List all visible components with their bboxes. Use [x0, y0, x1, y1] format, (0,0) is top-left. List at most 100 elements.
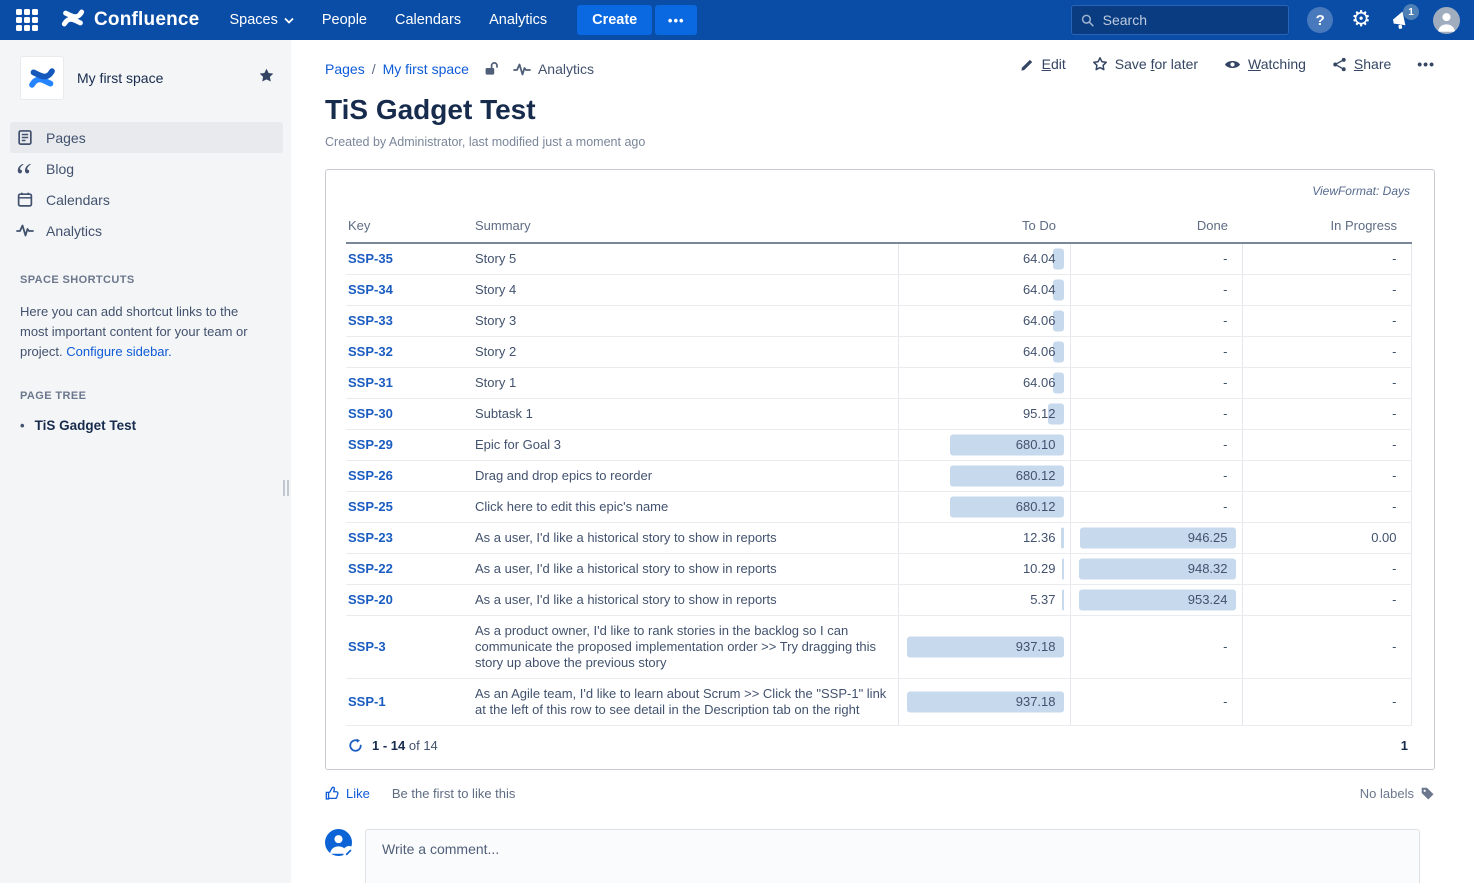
- issue-key-link[interactable]: SSP-23: [348, 530, 393, 545]
- issue-key-link[interactable]: SSP-32: [348, 344, 393, 359]
- issue-summary: Story 2: [473, 336, 898, 368]
- nav-more-button[interactable]: •••: [655, 5, 698, 35]
- issue-key-link[interactable]: SSP-22: [348, 561, 393, 576]
- breadcrumb-pages-link[interactable]: Pages: [325, 61, 365, 77]
- duration-bar: [1061, 558, 1064, 580]
- status-value-cell: 953.24: [1069, 584, 1242, 616]
- table-row: SSP-30 Subtask 1 95.12 - -: [346, 398, 1412, 430]
- page-tree-item[interactable]: • TiS Gadget Test: [20, 418, 137, 433]
- status-value-cell: 64.06: [897, 305, 1070, 337]
- comment-input[interactable]: Write a comment...: [365, 829, 1420, 883]
- search-box[interactable]: [1071, 5, 1290, 35]
- space-menu: Pages Blog Calendars: [0, 114, 291, 246]
- edit-button[interactable]: Edit: [1020, 56, 1066, 72]
- analytics-breadcrumb-link[interactable]: Analytics: [513, 61, 594, 77]
- page-more-button[interactable]: •••: [1417, 56, 1435, 72]
- nav-item-calendars[interactable]: Calendars: [394, 12, 462, 28]
- user-avatar[interactable]: [1433, 6, 1460, 34]
- issue-key-link[interactable]: SSP-30: [348, 406, 393, 421]
- status-value-cell: 0.00: [1241, 522, 1412, 554]
- search-input[interactable]: [1102, 12, 1280, 28]
- status-value: -: [1223, 251, 1228, 266]
- announcements-button[interactable]: 1: [1389, 4, 1419, 33]
- issue-key-cell: SSP-34: [346, 274, 473, 306]
- table-row: SSP-23 As a user, I'd like a historical s…: [346, 522, 1412, 554]
- sidebar-item-blog[interactable]: Blog: [10, 153, 283, 184]
- status-value: 5.37: [1030, 592, 1056, 607]
- sidebar-item-pages[interactable]: Pages: [10, 122, 283, 153]
- issue-key-cell: SSP-20: [346, 584, 473, 616]
- status-value-cell: -: [1069, 491, 1242, 523]
- tag-icon[interactable]: [1420, 786, 1435, 801]
- nav-item-spaces[interactable]: Spaces: [229, 12, 294, 28]
- analytics-icon: [16, 224, 34, 237]
- refresh-icon[interactable]: [348, 738, 363, 753]
- watching-button[interactable]: Watching: [1224, 56, 1306, 72]
- like-button[interactable]: Like: [325, 786, 370, 801]
- issue-key-link[interactable]: SSP-26: [348, 468, 393, 483]
- status-value-cell: 64.04: [897, 274, 1070, 306]
- space-name-link[interactable]: My first space: [77, 70, 164, 86]
- table-row: SSP-3 As a product owner, I'd like to ran…: [346, 615, 1412, 679]
- analytics-icon: [513, 63, 531, 75]
- settings-gear-icon[interactable]: ⚙: [1351, 7, 1371, 32]
- blog-icon: [17, 164, 31, 174]
- status-value-cell: 5.37: [897, 584, 1070, 616]
- issue-key-link[interactable]: SSP-31: [348, 375, 393, 390]
- main-content: Pages / My first space Analytics: [291, 40, 1474, 883]
- save-for-later-button[interactable]: Save for later: [1092, 56, 1198, 72]
- status-value-cell: -: [1241, 398, 1412, 430]
- favorite-star-icon[interactable]: [258, 67, 275, 89]
- confluence-mark-icon: [60, 5, 86, 36]
- status-value-cell: 10.29: [897, 553, 1070, 585]
- issue-key-link[interactable]: SSP-29: [348, 437, 393, 452]
- issue-key-cell: SSP-3: [346, 615, 473, 679]
- status-value-cell: 64.06: [897, 367, 1070, 399]
- person-icon: [330, 835, 347, 854]
- issue-key-link[interactable]: SSP-20: [348, 592, 393, 607]
- status-value-cell: -: [1069, 615, 1242, 679]
- issue-key-link[interactable]: SSP-3: [348, 639, 386, 654]
- duration-bar: [1052, 248, 1064, 270]
- issue-key-cell: SSP-25: [346, 491, 473, 523]
- sidebar-item-calendars[interactable]: Calendars: [10, 184, 283, 215]
- star-icon: [1092, 57, 1107, 71]
- status-value: 64.04: [1022, 251, 1056, 266]
- status-value: -: [1223, 437, 1228, 452]
- issue-key-link[interactable]: SSP-1: [348, 694, 386, 709]
- issue-key-link[interactable]: SSP-35: [348, 251, 393, 266]
- nav-item-analytics[interactable]: Analytics: [489, 12, 548, 28]
- breadcrumb-space-link[interactable]: My first space: [382, 61, 469, 77]
- like-hint: Be the first to like this: [391, 786, 516, 801]
- issue-key-cell: SSP-31: [346, 367, 473, 399]
- issue-summary: Story 5: [473, 243, 898, 275]
- confluence-logo[interactable]: Confluence: [60, 5, 199, 36]
- sidebar: My first space Pages Blog: [0, 40, 291, 883]
- help-button[interactable]: ?: [1307, 7, 1334, 33]
- issue-key-link[interactable]: SSP-34: [348, 282, 393, 297]
- issue-key-link[interactable]: SSP-25: [348, 499, 393, 514]
- issue-key-link[interactable]: SSP-33: [348, 313, 393, 328]
- status-value: -: [1392, 251, 1397, 266]
- space-logo[interactable]: [20, 56, 64, 100]
- status-value: -: [1223, 406, 1228, 421]
- duration-bar: [1052, 341, 1064, 363]
- issue-key-cell: SSP-35: [346, 243, 473, 275]
- sidebar-item-analytics[interactable]: Analytics: [10, 215, 283, 246]
- status-value: 64.06: [1022, 344, 1056, 359]
- comment-section: Write a comment...: [325, 829, 1420, 883]
- unlock-icon[interactable]: [483, 61, 499, 77]
- nav-item-people[interactable]: People: [321, 12, 367, 28]
- space-shortcuts-text: Here you can add shortcut links to the m…: [20, 304, 248, 359]
- status-value: 948.32: [1187, 561, 1228, 576]
- configure-sidebar-link[interactable]: Configure sidebar.: [66, 344, 172, 359]
- app-switcher-icon[interactable]: [14, 7, 40, 33]
- pagination-page-number[interactable]: 1: [1400, 738, 1408, 753]
- status-value: 680.10: [1015, 437, 1056, 452]
- share-button[interactable]: Share: [1332, 56, 1391, 72]
- status-value-cell: 680.12: [897, 491, 1070, 523]
- issue-summary: Drag and drop epics to reorder: [473, 460, 898, 492]
- sidebar-resize-handle[interactable]: [283, 480, 290, 496]
- create-button[interactable]: Create: [577, 5, 653, 35]
- issue-summary: As a product owner, I'd like to rank sto…: [473, 615, 898, 679]
